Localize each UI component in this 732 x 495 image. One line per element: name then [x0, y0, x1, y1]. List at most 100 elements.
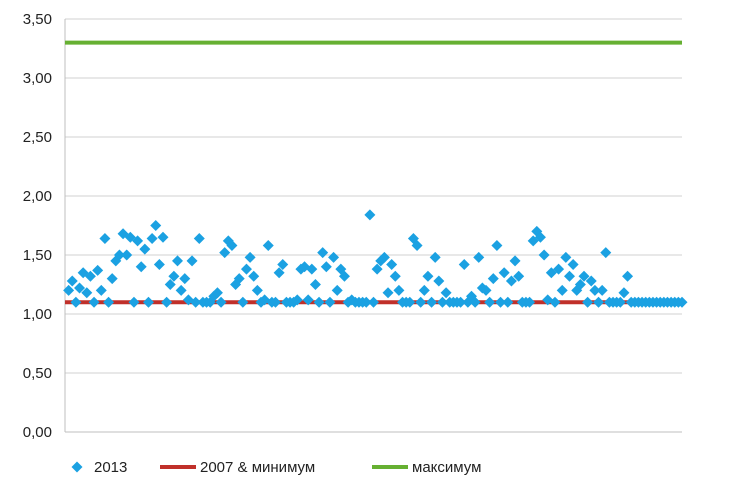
data-point [534, 231, 546, 243]
grid [65, 18, 682, 433]
data-point [491, 240, 503, 252]
data-point [458, 258, 470, 270]
data-point [237, 296, 249, 308]
data-point [248, 270, 260, 282]
data-point [309, 279, 321, 290]
data-point [63, 284, 75, 296]
data-point [593, 296, 605, 308]
data-point [313, 296, 325, 308]
data-point [578, 270, 590, 282]
data-point [132, 235, 144, 247]
data-point [74, 282, 86, 294]
legend-marker-diamond [71, 461, 83, 473]
data-point [415, 296, 427, 308]
data-point [262, 240, 274, 252]
data-point [70, 296, 82, 308]
series-layer [63, 40, 688, 308]
data-point [113, 249, 125, 261]
data-point [422, 270, 434, 282]
data-point [429, 251, 441, 263]
data-point [175, 284, 187, 296]
data-point [139, 243, 151, 255]
data-point [251, 284, 263, 296]
data-point [524, 296, 536, 308]
data-point [574, 279, 586, 290]
data-point [306, 263, 318, 275]
data-point [455, 296, 467, 308]
y-tick-label: 3,50 [23, 11, 52, 28]
data-point [582, 296, 594, 308]
data-point [364, 209, 376, 221]
data-point [190, 296, 202, 308]
y-tick-label: 1,00 [23, 306, 52, 323]
data-point [676, 296, 688, 308]
data-point [469, 296, 481, 308]
data-point [404, 296, 416, 308]
data-point [614, 296, 626, 308]
data-point [142, 296, 154, 308]
data-point [556, 284, 568, 296]
data-point [84, 270, 96, 282]
data-point [596, 284, 608, 296]
y-tick-label: 0,00 [23, 424, 52, 441]
data-point [320, 261, 332, 273]
data-point [161, 296, 173, 308]
data-point [244, 251, 256, 263]
data-point [99, 232, 111, 244]
data-point [589, 284, 601, 296]
axes: 0,00 0,50 1,00 1,50 2,00 2,50 3,00 3,50 [23, 11, 682, 441]
data-point [270, 296, 282, 308]
data-point [317, 247, 329, 259]
data-point [211, 287, 223, 299]
y-tick-label: 0,50 [23, 365, 52, 382]
data-point [426, 296, 438, 308]
data-point [226, 240, 238, 252]
data-point [273, 267, 285, 279]
data-point [302, 294, 314, 306]
data-point [538, 249, 550, 261]
data-point [331, 284, 343, 296]
data-point [88, 296, 100, 308]
y-tick-label: 1,50 [23, 247, 52, 264]
data-point [498, 267, 510, 279]
data-point [121, 249, 133, 261]
data-point [193, 232, 205, 244]
data-point [622, 270, 634, 282]
data-point [135, 261, 147, 273]
data-point [95, 284, 107, 296]
data-point [215, 296, 227, 308]
data-point [600, 247, 612, 259]
data-point [219, 247, 231, 259]
data-point [103, 296, 115, 308]
data-point [484, 296, 496, 308]
data-point [436, 296, 448, 308]
data-point [164, 279, 176, 290]
data-point [179, 273, 191, 285]
legend: 2013 2007 & минимум максимум [71, 459, 481, 476]
data-point [128, 296, 140, 308]
legend-label: максимум [412, 459, 481, 476]
data-point [549, 296, 561, 308]
data-point [92, 264, 104, 276]
data-point [418, 284, 430, 296]
data-point [338, 270, 350, 282]
data-point [618, 287, 630, 299]
data-point [487, 273, 499, 285]
data-point [368, 296, 379, 308]
data-point [567, 258, 579, 270]
data-point [509, 255, 521, 267]
data-point [233, 273, 245, 285]
legend-label: 2007 & минимум [200, 459, 315, 476]
data-point [411, 240, 423, 252]
data-point [324, 296, 336, 308]
y-tick-label: 3,00 [23, 70, 52, 87]
data-point [502, 296, 514, 308]
data-point [473, 251, 485, 263]
data-point [378, 251, 390, 263]
data-point [440, 287, 452, 299]
data-point [328, 251, 340, 263]
data-point [157, 231, 169, 243]
data-point [433, 275, 445, 287]
